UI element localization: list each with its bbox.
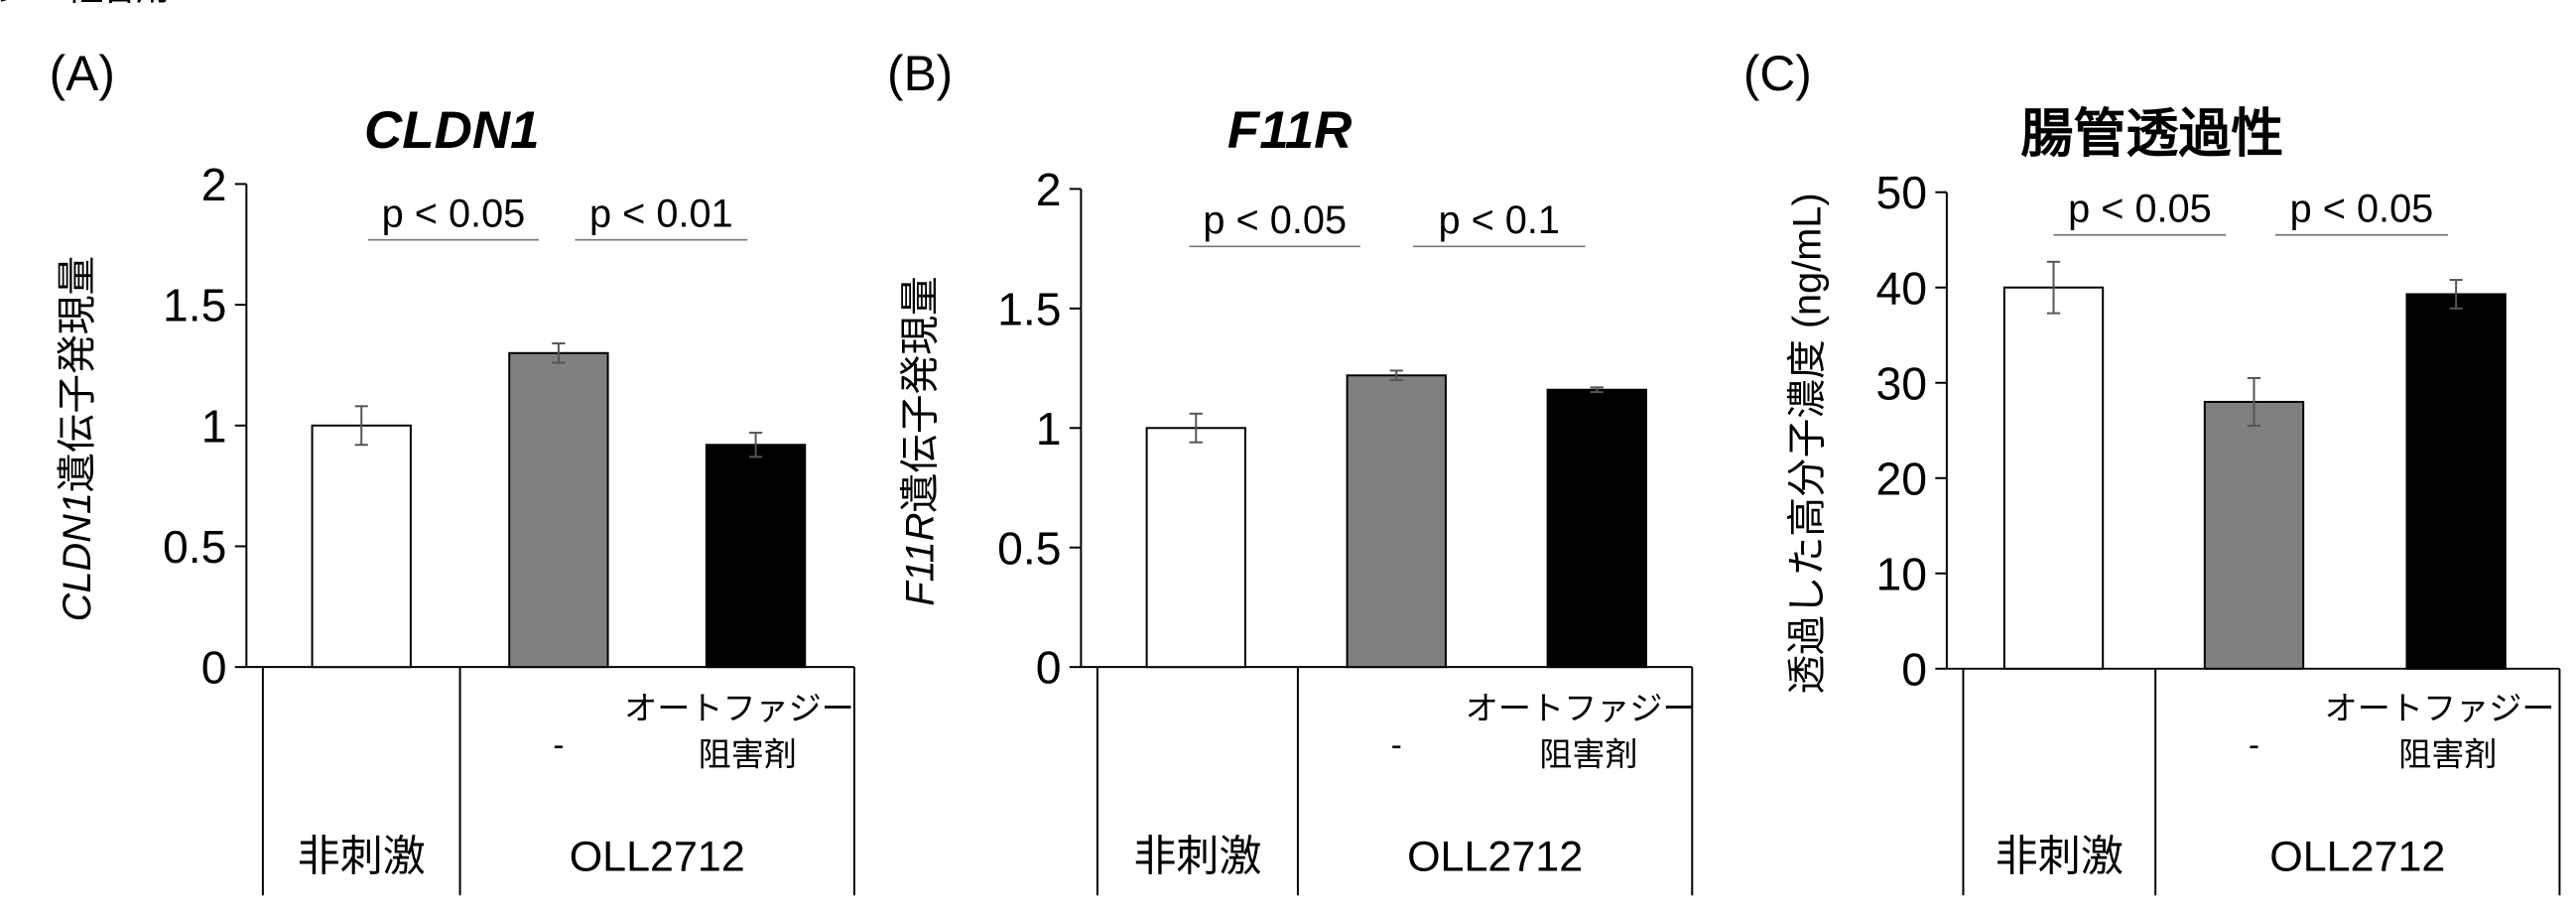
bar bbox=[2002, 286, 2105, 670]
group-label: 非刺激 bbox=[1996, 833, 2124, 880]
bar bbox=[1546, 388, 1647, 669]
y-tick-label: 10 bbox=[1875, 548, 1927, 599]
chart-title: 腸管透過性 bbox=[2020, 104, 2283, 163]
y-axis-label-part: 遺伝子発現量 bbox=[898, 276, 942, 512]
y-tick-label: 1 bbox=[1036, 403, 1062, 455]
significance-label: p < 0.05 bbox=[382, 192, 526, 235]
significance-label: p < 0.1 bbox=[1438, 198, 1560, 242]
y-tick-label: 2 bbox=[1036, 164, 1062, 215]
y-tick-label: 0.5 bbox=[163, 521, 226, 573]
y-tick-label: 0 bbox=[201, 642, 227, 694]
y-tick-label: 30 bbox=[1875, 357, 1927, 409]
y-axis-label: F11R遺伝子発現量 bbox=[898, 276, 942, 606]
bar bbox=[1346, 374, 1447, 669]
panel-label: (A) bbox=[50, 46, 115, 101]
y-tick-label: 20 bbox=[1875, 453, 1927, 504]
y-tick-label: 1.5 bbox=[997, 283, 1061, 334]
y-axis-label-part: 透過した高分子濃度 (ng/mL) bbox=[1785, 193, 1829, 694]
y-tick-label: 0 bbox=[1036, 642, 1062, 694]
significance-label: p < 0.05 bbox=[2290, 188, 2434, 231]
group-label: 非刺激 bbox=[1133, 833, 1261, 880]
x-tick-label-line: オートファジー bbox=[2325, 691, 2555, 727]
significance-label: p < 0.05 bbox=[2068, 188, 2212, 231]
bar bbox=[311, 424, 412, 669]
x-tick-label-line: オートファジー bbox=[1466, 691, 1696, 727]
y-axis-label-part: 遺伝子発現量 bbox=[56, 256, 99, 492]
y-axis-label-part: CLDN1 bbox=[56, 492, 99, 621]
group-label: OLL2712 bbox=[1407, 833, 1583, 880]
y-axis-label-part: F11R bbox=[898, 513, 942, 606]
y-tick-label: 50 bbox=[1875, 167, 1927, 218]
chart-title: CLDN1 bbox=[364, 101, 540, 160]
bar bbox=[705, 444, 807, 669]
group-label: OLL2712 bbox=[2269, 833, 2445, 880]
y-tick-label: 0.5 bbox=[997, 522, 1061, 574]
bar bbox=[2405, 293, 2507, 670]
y-tick-label: 0 bbox=[1901, 643, 1927, 695]
x-tick-label: - bbox=[2249, 727, 2259, 764]
bar bbox=[2203, 400, 2305, 670]
panel-label: (C) bbox=[1743, 46, 1812, 101]
significance-label: p < 0.05 bbox=[1203, 198, 1347, 242]
y-axis-label: CLDN1遺伝子発現量 bbox=[56, 256, 99, 622]
x-tick-label-line: 阻害剤 bbox=[2398, 736, 2497, 773]
chart-title: F11R bbox=[1227, 101, 1352, 160]
significance-label: p < 0.01 bbox=[589, 192, 733, 235]
y-tick-label: 2 bbox=[201, 159, 227, 210]
x-tick-label: - bbox=[553, 727, 564, 764]
x-tick-label: - bbox=[1391, 727, 1402, 764]
y-tick-label: 40 bbox=[1875, 262, 1927, 314]
x-tick-label-line: 阻害剤 bbox=[699, 736, 797, 773]
bar bbox=[508, 351, 609, 669]
y-tick-label: 1 bbox=[201, 400, 227, 452]
group-label: OLL2712 bbox=[570, 833, 745, 880]
y-axis-label: 透過した高分子濃度 (ng/mL) bbox=[1785, 193, 1829, 694]
panel-label: (B) bbox=[887, 46, 953, 101]
y-tick-label: 1.5 bbox=[163, 280, 226, 331]
group-label: 非刺激 bbox=[298, 833, 426, 880]
bar bbox=[1145, 427, 1246, 669]
x-tick-label-line: オートファジー bbox=[624, 691, 854, 727]
x-tick-label-line: 阻害剤 bbox=[1539, 736, 1637, 773]
